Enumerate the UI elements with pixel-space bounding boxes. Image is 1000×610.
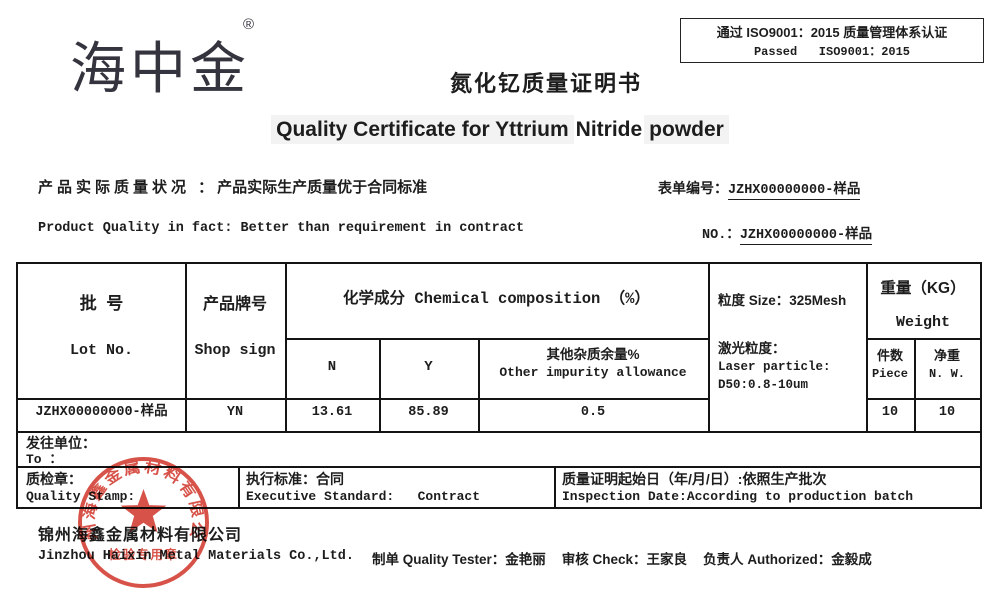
iso-line-en: Passed ISO9001：2015 — [753, 45, 911, 59]
table-gridline — [554, 466, 556, 507]
table-gridline — [185, 264, 187, 431]
col-header-other-impurity-en: Other impurity allowance — [499, 365, 687, 380]
form-number-label: 表单编号： — [658, 180, 728, 196]
iso-certification-box: 通过 ISO9001：2015 质量管理体系认证 Passed ISO9001：… — [680, 18, 984, 63]
product-quality-value-zh: 产品实际生产质量优于合同标准 — [217, 179, 428, 196]
table-gridline — [238, 466, 240, 507]
table-gridline — [914, 338, 916, 431]
iso-line-zh: 通过 ISO9001：2015 质量管理体系认证 — [716, 25, 948, 40]
title-en-part3: powder — [644, 115, 729, 144]
quality-tester-name: 制单 Quality Tester：金艳丽 — [372, 552, 546, 567]
col-header-piece-zh: 件数 — [876, 348, 903, 363]
consignee-label-en: To ： — [26, 452, 63, 467]
data-other-impurity-value: 0.5 — [580, 405, 606, 420]
company-seal-stamp: 锦州海鑫金属材料有限公司 检验专用章 — [73, 452, 209, 588]
product-quality-line-zh: 产品实际质量状况 ：产品实际生产质量优于合同标准 — [38, 176, 427, 197]
particle-size-line1: 粒度 Size：325Mesh — [718, 293, 847, 308]
col-header-y: Y — [424, 359, 433, 375]
data-n-value: 13.61 — [311, 405, 353, 420]
quality-stamp-label-zh: 质检章： — [26, 471, 82, 487]
col-header-chemical-composition: 化学成分 Chemical composition （%） — [343, 290, 650, 308]
form-number-line: 表单编号：JZHX00000000-样品 — [658, 177, 861, 200]
col-header-lot-zh: 批 号 — [79, 294, 124, 313]
table-gridline — [18, 398, 708, 400]
document-number-line: NO.：JZHX00000000-样品 — [702, 222, 873, 245]
table-gridline — [285, 264, 287, 431]
col-header-weight-en: Weight — [895, 314, 950, 331]
certificate-title-zh: 氮化钇质量证明书 — [449, 71, 643, 96]
table-gridline — [708, 264, 710, 431]
document-number-label: NO.： — [702, 228, 740, 243]
col-header-shop-en: Shop sign — [194, 342, 276, 359]
table-gridline — [18, 431, 980, 433]
data-piece-value: 10 — [881, 405, 899, 420]
seal-ring-text: 锦州海鑫金属材料有限公司 — [73, 452, 206, 543]
signature-line: 制单 Quality Tester：金艳丽 审核 Check：王家良 负责人 A… — [372, 548, 872, 568]
product-quality-line-en: Product Quality in fact: Better than req… — [38, 221, 525, 236]
table-gridline — [285, 338, 708, 340]
col-header-n: N — [327, 359, 337, 375]
col-header-weight-zh: 重量（KG） — [880, 280, 966, 297]
col-header-net-zh: 净重 — [933, 348, 960, 363]
col-header-piece-en: Piece — [871, 367, 908, 381]
table-gridline — [478, 338, 480, 431]
particle-size-line4: D50:0.8-10um — [718, 378, 809, 392]
seal-ring — [78, 457, 209, 588]
company-logo: 海中金 — [70, 37, 250, 102]
table-gridline — [379, 338, 381, 431]
particle-size-line2: 激光粒度： — [718, 341, 786, 356]
col-header-lot-en: Lot No. — [69, 342, 133, 359]
particle-size-line3: Laser particle: — [718, 360, 831, 374]
product-table: 批 号 Lot No. 产品牌号 Shop sign 化学成分 Chemical… — [16, 262, 982, 509]
inspection-date-en: Inspection Date:According to production … — [562, 489, 914, 504]
table-gridline — [18, 466, 980, 468]
inspection-date-zh: 质量证明起始日（年/月/日）:依照生产批次 — [562, 471, 827, 487]
certificate-title-en: Quality Certificate for Yttrium Nitride po… — [0, 115, 1000, 144]
seal-star-icon — [120, 489, 167, 533]
data-y-value: 85.89 — [408, 405, 449, 420]
authorized-name: 负责人 Authorized：金毅成 — [703, 552, 872, 567]
title-en-part2: Nitride — [573, 115, 645, 144]
data-lot-no: JZHX00000000-样品 — [35, 405, 168, 420]
registered-trademark-icon: ® — [243, 16, 255, 33]
table-gridline — [866, 338, 980, 340]
data-net-weight-value: 10 — [938, 405, 956, 420]
col-header-net-en: N. W. — [928, 367, 965, 381]
executive-standard-zh: 执行标准：合同 — [246, 471, 344, 487]
col-header-other-impurity-zh: 其他杂质余量% — [546, 347, 640, 362]
table-gridline — [866, 398, 980, 400]
form-number-value: JZHX00000000-样品 — [728, 183, 861, 200]
checker-name: 审核 Check：王家良 — [561, 552, 688, 567]
executive-standard-en: Executive Standard: Contract — [246, 489, 481, 504]
col-header-shop-zh: 产品牌号 — [202, 296, 267, 313]
document-number-value: JZHX00000000-样品 — [739, 228, 873, 245]
seal-bottom-text: 检验专用章 — [108, 547, 178, 562]
title-en-part1: Quality Certificate for Yttrium — [271, 115, 574, 144]
quality-stamp-label-en: Quality Stamp: — [26, 489, 136, 504]
product-quality-label-zh: 产品实际质量状况 ： — [38, 179, 218, 196]
company-name-zh: 锦州海鑫金属材料有限公司 — [38, 527, 243, 544]
consignee-label-zh: 发往单位： — [26, 435, 96, 451]
table-gridline — [866, 264, 868, 431]
data-shop-sign: YN — [226, 405, 244, 420]
